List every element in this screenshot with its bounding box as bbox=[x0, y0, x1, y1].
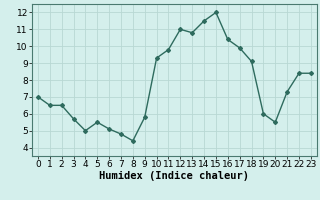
X-axis label: Humidex (Indice chaleur): Humidex (Indice chaleur) bbox=[100, 171, 249, 181]
